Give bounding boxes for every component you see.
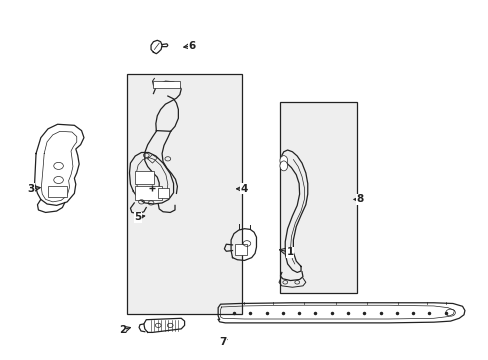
Bar (135, 186, 161, 201)
Text: 2: 2 (119, 325, 126, 335)
Bar (234, 244, 246, 255)
Text: 3: 3 (27, 184, 35, 194)
Bar (127, 74, 242, 314)
Bar (158, 189, 168, 198)
Bar (48, 186, 67, 197)
Bar (153, 81, 180, 87)
Text: 6: 6 (188, 41, 195, 51)
Text: 5: 5 (134, 212, 142, 222)
Bar (280, 102, 356, 293)
Bar (135, 171, 154, 184)
Text: 8: 8 (356, 194, 364, 204)
Ellipse shape (280, 161, 287, 171)
Text: 4: 4 (240, 184, 248, 194)
Text: 7: 7 (219, 337, 226, 347)
Text: 1: 1 (286, 247, 293, 257)
Ellipse shape (280, 156, 287, 166)
